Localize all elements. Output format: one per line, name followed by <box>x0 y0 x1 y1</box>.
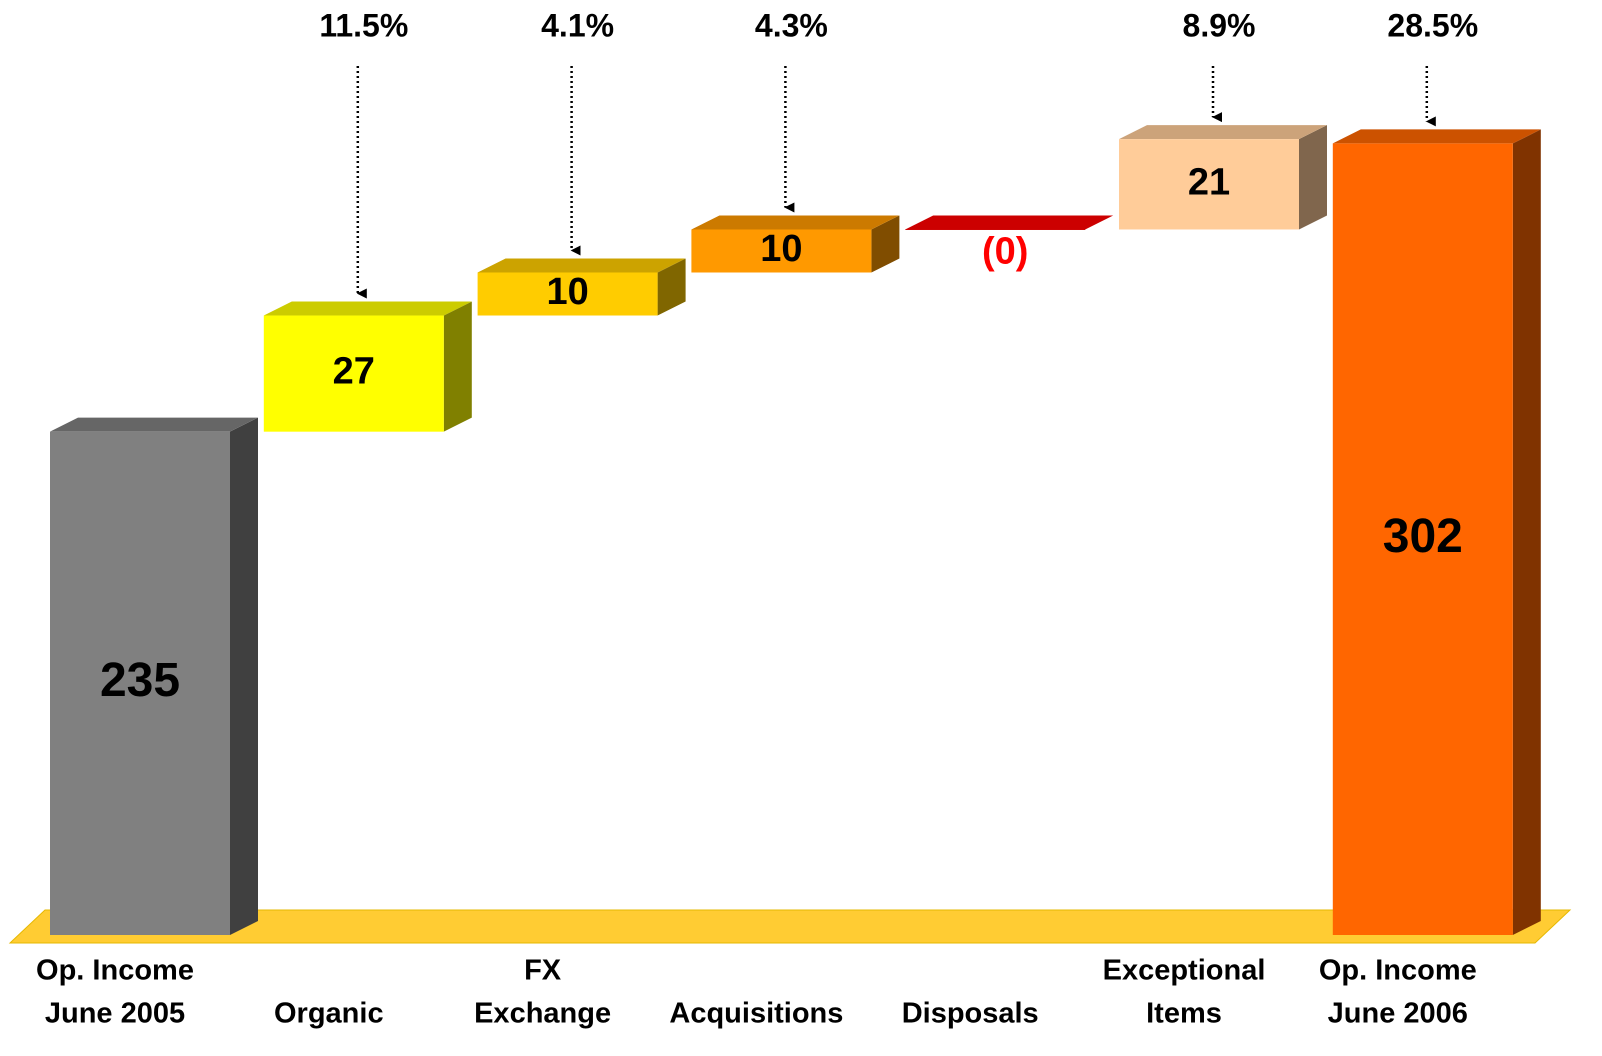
bar-side <box>1299 125 1327 230</box>
bar <box>1332 143 1513 935</box>
bar-top <box>263 301 472 316</box>
value-label: 235 <box>100 654 180 707</box>
bar <box>50 431 230 935</box>
bar-top <box>1119 125 1327 140</box>
annotation: 28.5% <box>1387 7 1478 43</box>
x-tick-label: FX <box>524 955 562 987</box>
x-tick-label: June 2006 <box>1328 998 1468 1030</box>
bar-top <box>905 215 1114 230</box>
annotation: 11.5% <box>319 7 408 43</box>
bar-side <box>443 301 472 432</box>
x-tick-label: Op. Income <box>36 955 194 987</box>
bar <box>477 272 658 316</box>
x-tick-label: Items <box>1146 998 1222 1030</box>
value-label: 21 <box>1188 161 1230 203</box>
x-tick-label: June 2005 <box>45 998 185 1030</box>
bar-top <box>50 417 258 432</box>
bar <box>1119 139 1299 230</box>
x-tick-label: Exchange <box>474 998 611 1030</box>
x-tick-label: Disposals <box>902 998 1039 1030</box>
x-tick-label: Exceptional <box>1103 955 1266 987</box>
bar <box>263 315 444 432</box>
bar-top <box>1332 129 1541 144</box>
bar-side <box>230 417 258 935</box>
value-label: 10 <box>760 228 802 270</box>
value-label: 27 <box>333 351 375 393</box>
x-tick-label: Organic <box>274 998 384 1030</box>
value-label: (0) <box>982 231 1028 273</box>
floor <box>8 909 1572 944</box>
value-label: 10 <box>546 271 588 313</box>
bar-side <box>871 215 900 273</box>
value-label: 302 <box>1383 510 1463 563</box>
bar-side <box>1512 129 1541 935</box>
bar-top <box>691 215 900 230</box>
bar-side <box>657 258 686 316</box>
x-tick-label: Op. Income <box>1319 955 1477 987</box>
bar-top <box>477 258 686 273</box>
annotation: 4.3% <box>755 7 828 43</box>
bar <box>905 229 1086 230</box>
annotation: 8.9% <box>1183 7 1256 43</box>
bar <box>691 229 872 273</box>
annotation: 4.1% <box>541 7 614 43</box>
x-tick-label: Acquisitions <box>669 998 843 1030</box>
